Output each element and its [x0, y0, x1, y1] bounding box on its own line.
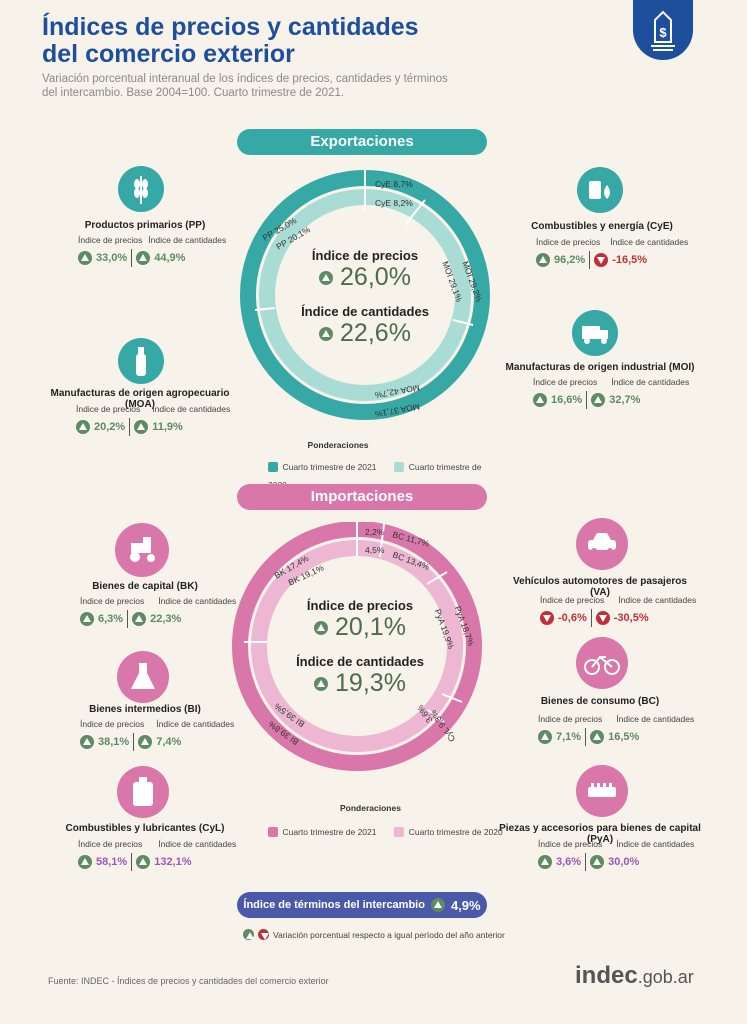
jerrycan-icon [117, 766, 169, 818]
cat-moi-name: Manufacturas de origen industrial (MOI) [505, 362, 695, 373]
exportaciones-donut: CyE 8,7% CyE 8,2% PP 25,0% PP 20,1% MOI … [240, 170, 490, 420]
truck-icon [572, 310, 618, 356]
subtitle-line-2: del intercambio. Base 2004=100. Cuarto t… [42, 87, 345, 99]
up-arrow-icon [319, 271, 334, 286]
cat-cye-name: Combustibles y energía (CyE) [531, 221, 673, 232]
up-arrow-icon [536, 253, 550, 267]
cat-pya-metrics: Índice de precios Índice de cantidades 3,… [538, 839, 694, 871]
up-arrow-icon [319, 327, 334, 342]
cat-bi-metrics: Índice de precios Índice de cantidades 38… [80, 719, 234, 751]
exp-center: Índice de precios 26,0% Índice de cantid… [280, 248, 450, 348]
terminos-label: Índice de términos del intercambio [243, 899, 425, 911]
imp-center: Índice de precios 20,1% Índice de cantid… [275, 598, 445, 698]
legend-swatch-2021 [268, 826, 278, 837]
terminos-pill: Índice de términos del intercambio 4,9% [237, 892, 487, 918]
up-arrow-icon [314, 677, 329, 692]
cat-va-metrics: Índice de precios Índice de cantidades -0… [540, 595, 696, 627]
up-arrow-icon [591, 393, 606, 407]
imp-center-precios-label: Índice de precios [306, 598, 414, 613]
importaciones-header: Importaciones [237, 484, 487, 510]
exp-center-precios-value: 26,0% [280, 263, 450, 292]
price-tag-badge: $ [633, 0, 693, 60]
title-line-2: del comercio exterior [42, 40, 295, 68]
car-icon [576, 518, 628, 570]
exp-ring-label-outer-cye: CyE 8,7% [375, 179, 413, 189]
up-arrow-icon [533, 393, 547, 407]
title-line-1: Índices de precios y cantidades [42, 13, 419, 41]
legend-swatch-2020 [394, 826, 405, 837]
cat-moa-name: Manufacturas de origen agropecuario (MOA… [50, 388, 230, 410]
cat-bc-name: Bienes de consumo (BC) [540, 696, 660, 707]
cat-bk-name: Bienes de capital (BK) [92, 581, 198, 592]
up-arrow-icon [76, 420, 90, 434]
up-arrow-icon [538, 855, 552, 869]
gear-part-icon [576, 765, 628, 817]
up-arrow-icon [138, 735, 153, 749]
page-title: Índices de precios y cantidades del come… [42, 14, 482, 68]
up-arrow-icon [80, 612, 94, 626]
cat-va-name: Vehículos automotores de pasajeros (VA) [513, 576, 687, 598]
down-arrow-icon [594, 253, 609, 267]
importaciones-donut: 2,2% 4,5% BC 11,7% BC 13,4% BK 17,4% BK … [232, 522, 482, 771]
imp-center-cantidades-label: Índice de cantidades [296, 654, 424, 669]
indec-logo: indec.gob.ar [575, 962, 694, 989]
fuel-drop-icon [577, 167, 623, 213]
price-tag-icon: $ [651, 10, 675, 51]
terminos-value: 4,9% [450, 897, 481, 913]
cat-bk-metrics: Índice de precios Índice de cantidades 6,… [80, 596, 236, 628]
imp-ring-label-inner-va: 4,5% [365, 545, 385, 555]
imp-center-cantidades-value: 19,3% [275, 669, 445, 698]
page-subtitle: Variación porcentual interanual de los í… [42, 72, 502, 100]
cat-cye-metrics: Índice de precios Índice de cantidades 96… [536, 237, 688, 269]
up-arrow-icon [134, 420, 149, 434]
flask-icon [117, 651, 169, 703]
exp-ring-label-inner-cye: CyE 8,2% [375, 198, 413, 208]
down-arrow-icon [540, 611, 554, 625]
legend-swatch-2021 [268, 461, 278, 472]
cat-bc-metrics: Índice de precios Índice de cantidades 7,… [538, 714, 694, 746]
cat-bi-name: Bienes intermedios (BI) [89, 704, 201, 715]
cat-moa-metrics: Índice de precios Índice de cantidades 20… [76, 404, 230, 436]
arrows-legend: Variación porcentual respecto a igual pe… [243, 929, 505, 940]
cat-pp-metrics: Índice de precios Índice de cantidades 33… [78, 235, 226, 267]
up-arrow-icon [80, 735, 94, 749]
exp-center-cantidades-label: Índice de cantidades [301, 304, 429, 319]
exp-center-precios-label: Índice de precios [311, 248, 419, 263]
cat-cyl-name: Combustibles y lubricantes (CyL) [65, 823, 225, 834]
up-arrow-icon [590, 730, 605, 744]
up-arrow-icon [78, 855, 92, 869]
tractor-icon [115, 523, 169, 577]
up-arrow-icon [132, 612, 147, 626]
svg-text:$: $ [659, 25, 667, 40]
bicycle-icon [576, 637, 628, 689]
cat-pya-name: Piezas y accesorios para bienes de capit… [499, 823, 701, 845]
imp-legend: Ponderaciones Cuarto trimestre de 2021 C… [268, 803, 508, 841]
up-arrow-icon [136, 251, 151, 265]
up-arrow-icon [136, 855, 151, 869]
up-arrow-icon [314, 621, 329, 636]
legend-swatch-2020 [394, 461, 405, 472]
down-arrow-icon [258, 929, 269, 940]
exp-center-cantidades-value: 22,6% [280, 319, 450, 348]
imp-center-precios-value: 20,1% [275, 613, 445, 642]
imp-ring-label-outer-va: 2,2% [365, 527, 385, 537]
cat-moi-metrics: Índice de precios Índice de cantidades 16… [533, 377, 689, 409]
up-arrow-icon [538, 730, 552, 744]
subtitle-line-1: Variación porcentual interanual de los í… [42, 73, 448, 85]
source-note: Fuente: INDEC - Índices de precios y can… [48, 976, 329, 986]
up-arrow-icon [590, 855, 605, 869]
legend-note: Variación porcentual respecto a igual pe… [273, 929, 505, 940]
bottle-icon [118, 338, 164, 384]
cat-cyl-metrics: Índice de precios Índice de cantidades 58… [78, 839, 236, 871]
cat-pp-name: Productos primarios (PP) [84, 220, 206, 231]
exportaciones-header: Exportaciones [237, 129, 487, 155]
up-arrow-icon [78, 251, 92, 265]
wheat-icon [118, 166, 164, 212]
up-arrow-icon [243, 929, 254, 940]
up-arrow-icon [430, 898, 445, 912]
down-arrow-icon [595, 611, 610, 625]
